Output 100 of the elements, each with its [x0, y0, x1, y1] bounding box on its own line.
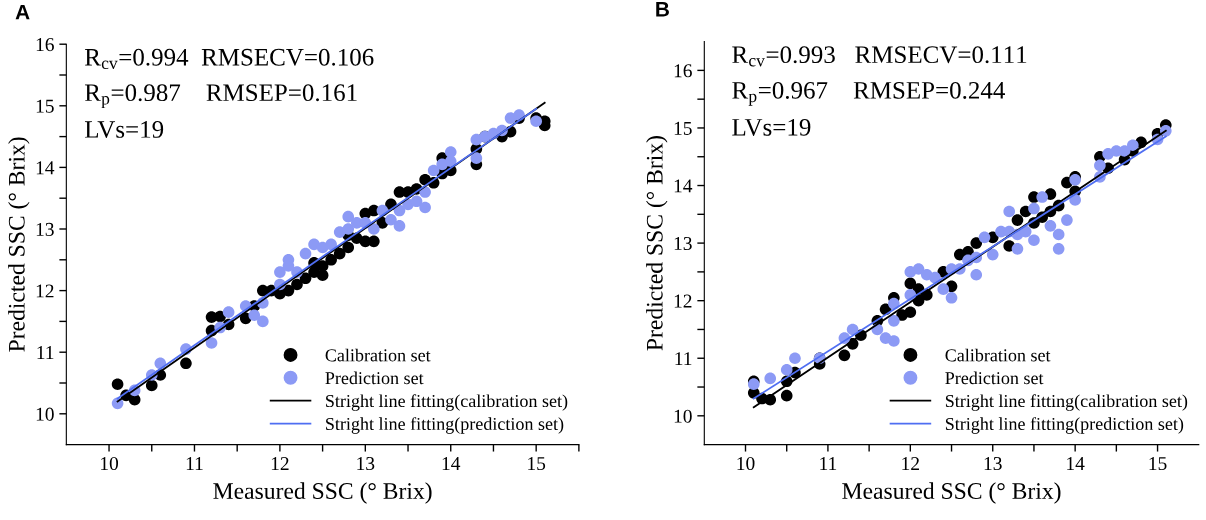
y-tick-label: 14 — [674, 179, 693, 193]
text: B — [656, 2, 669, 17]
point — [427, 164, 440, 177]
y-tick-label: 14 — [36, 161, 55, 175]
point — [888, 297, 900, 310]
y-tick-label: 16 — [36, 38, 54, 52]
point — [912, 263, 925, 275]
point — [257, 315, 269, 328]
point — [1011, 214, 1024, 226]
point — [470, 152, 483, 164]
y-tick-label: 11 — [37, 346, 54, 359]
point — [419, 201, 431, 214]
y-tick-label: 13 — [674, 236, 692, 251]
text: A — [15, 4, 30, 20]
x-tick-label: 14 — [1067, 457, 1085, 470]
x-tick-label: 11 — [820, 457, 837, 470]
point — [1052, 228, 1065, 241]
point — [888, 335, 900, 347]
point — [368, 223, 380, 235]
legend-label: Stright line fitting(prediction set) — [326, 417, 564, 434]
point — [274, 266, 286, 278]
point — [214, 310, 226, 323]
y-tick-label: 10 — [36, 407, 54, 421]
point — [945, 291, 958, 304]
annotation: LVs=19 — [84, 121, 164, 138]
x-tick-label: 10 — [101, 456, 119, 471]
legend-label: Prediction set — [325, 371, 424, 385]
point — [904, 306, 917, 318]
y-tick-label: 11 — [675, 352, 692, 365]
x-tick-label: 15 — [528, 457, 546, 471]
x-tick-label: 14 — [442, 457, 461, 470]
y-tick-label: 16 — [674, 64, 692, 78]
point — [248, 309, 261, 322]
point — [764, 372, 777, 385]
y-tick-label: 12 — [36, 284, 54, 298]
x-tick-label: 12 — [271, 457, 289, 470]
annotation: R$_{p}$=0.967 RMSEP=0.244 — [732, 81, 1005, 106]
point — [393, 220, 406, 232]
point — [1052, 243, 1065, 255]
point — [1036, 191, 1048, 203]
legend-label: Calibration set — [945, 348, 1051, 362]
x-axis-title: Measured SSC (° Brix) — [842, 482, 1061, 504]
point — [205, 337, 218, 349]
annotation: LVs=19 — [732, 118, 811, 136]
y-tick-label: 13 — [36, 222, 54, 236]
point — [145, 379, 158, 392]
point — [222, 306, 235, 318]
x-tick-label: 11 — [186, 457, 203, 470]
point — [1044, 220, 1057, 232]
point — [342, 223, 355, 235]
point — [342, 241, 355, 254]
point — [325, 238, 337, 251]
point — [1028, 202, 1040, 215]
point — [986, 248, 999, 261]
point — [1011, 243, 1024, 255]
point — [385, 213, 397, 226]
point — [325, 253, 337, 266]
y-axis-title: Predicted SSC (° Brix) — [646, 136, 668, 351]
point — [368, 235, 380, 248]
point — [282, 284, 295, 297]
point — [410, 195, 423, 208]
point — [789, 352, 801, 365]
y-tick-label: 12 — [674, 294, 692, 308]
point — [978, 231, 991, 244]
point — [838, 349, 851, 362]
point — [180, 357, 192, 370]
legend-label: Stright line fitting(calibration set) — [326, 394, 568, 411]
point — [888, 315, 900, 327]
x-tick-label: 12 — [902, 457, 919, 470]
point — [342, 210, 355, 223]
legend-label: Stright line fitting(calibration set) — [945, 394, 1188, 411]
point — [504, 112, 517, 124]
point — [970, 237, 983, 249]
legend-label: Stright line fitting(prediction set) — [945, 417, 1184, 434]
legend-label: Calibration set — [325, 348, 431, 362]
point — [1127, 139, 1139, 152]
point — [937, 283, 950, 295]
point — [780, 363, 793, 376]
annotation: R$_{cv}$=0.994 RMSECV=0.106 — [84, 48, 374, 70]
y-tick-label: 15 — [36, 99, 54, 113]
x-tick-label: 13 — [984, 457, 1002, 471]
point — [291, 278, 303, 291]
point — [299, 272, 312, 285]
y-tick-label: 10 — [674, 409, 692, 423]
annotation: R$_{p}$=0.987 RMSEP=0.161 — [84, 84, 357, 109]
point — [316, 260, 329, 272]
point — [299, 247, 312, 260]
x-tick-label: 10 — [737, 456, 755, 471]
x-axis-title: Measured SSC (° Brix) — [213, 482, 432, 504]
y-tick-label: 15 — [674, 121, 692, 135]
y-axis-title: Predicted SSC (° Brix) — [8, 137, 30, 352]
point — [111, 378, 124, 391]
point — [1003, 205, 1016, 218]
point — [780, 389, 793, 402]
point — [1094, 159, 1106, 172]
point — [1028, 234, 1040, 247]
point — [1061, 214, 1073, 226]
annotation: R$_{cv}$=0.993 RMSECV=0.111 — [732, 46, 1027, 67]
point — [904, 277, 917, 290]
point — [530, 115, 542, 128]
